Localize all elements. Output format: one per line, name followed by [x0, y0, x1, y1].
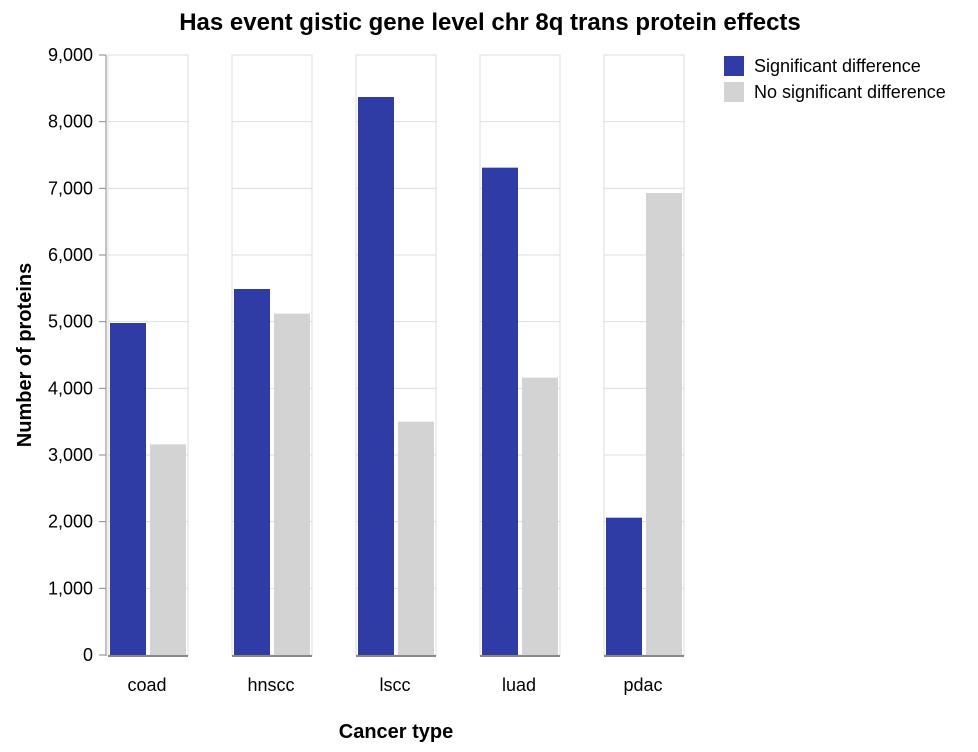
y-tick-label: 7,000 — [48, 178, 93, 198]
bar-coad-not-significant — [150, 444, 186, 655]
x-category-label: pdac — [623, 675, 662, 695]
legend-swatch — [724, 56, 744, 76]
legend-item: No significant difference — [724, 82, 946, 102]
y-tick-label: 8,000 — [48, 112, 93, 132]
x-category-label: coad — [127, 675, 166, 695]
y-tick-label: 6,000 — [48, 245, 93, 265]
legend-item: Significant difference — [724, 56, 921, 76]
legend-label: No significant difference — [754, 82, 946, 102]
y-tick-label: 5,000 — [48, 312, 93, 332]
y-tick-label: 4,000 — [48, 378, 93, 398]
category-panels: coad hnscc lscc luad pdac — [107, 54, 685, 695]
y-tick-label: 0 — [83, 645, 93, 665]
panel-lscc: lscc — [355, 54, 437, 695]
bar-luad-significant — [482, 167, 518, 655]
y-axis: 0 1,000 2,000 3,000 4,000 5,000 6,000 7,000 8,00… — [48, 45, 107, 665]
y-tick-label: 9,000 — [48, 45, 93, 65]
y-tick-label: 1,000 — [48, 578, 93, 598]
bar-luad-not-significant — [522, 377, 558, 655]
bar-pdac-not-significant — [646, 193, 682, 655]
y-tick-label: 2,000 — [48, 512, 93, 532]
y-axis-title: Number of proteins — [14, 263, 36, 447]
panel-hnscc: hnscc — [231, 54, 313, 695]
bar-lscc-significant — [358, 97, 394, 655]
chart-title: Has event gistic gene level chr 8q trans… — [179, 9, 801, 36]
bar-hnscc-significant — [234, 289, 270, 655]
legend: Significant difference No significant dif… — [724, 56, 946, 102]
bar-pdac-significant — [606, 517, 642, 655]
panel-coad: coad — [107, 54, 189, 695]
x-category-label: lscc — [380, 675, 411, 695]
bar-coad-significant — [110, 323, 146, 655]
legend-swatch — [724, 82, 744, 102]
bar-lscc-not-significant — [398, 421, 434, 655]
panel-pdac: pdac — [603, 54, 685, 695]
x-axis-title: Cancer type — [339, 721, 454, 743]
bar-hnscc-not-significant — [274, 313, 310, 655]
y-tick-label: 3,000 — [48, 445, 93, 465]
panel-luad: luad — [479, 54, 561, 695]
x-category-label: luad — [502, 675, 536, 695]
x-category-label: hnscc — [247, 675, 294, 695]
legend-label: Significant difference — [754, 56, 921, 76]
